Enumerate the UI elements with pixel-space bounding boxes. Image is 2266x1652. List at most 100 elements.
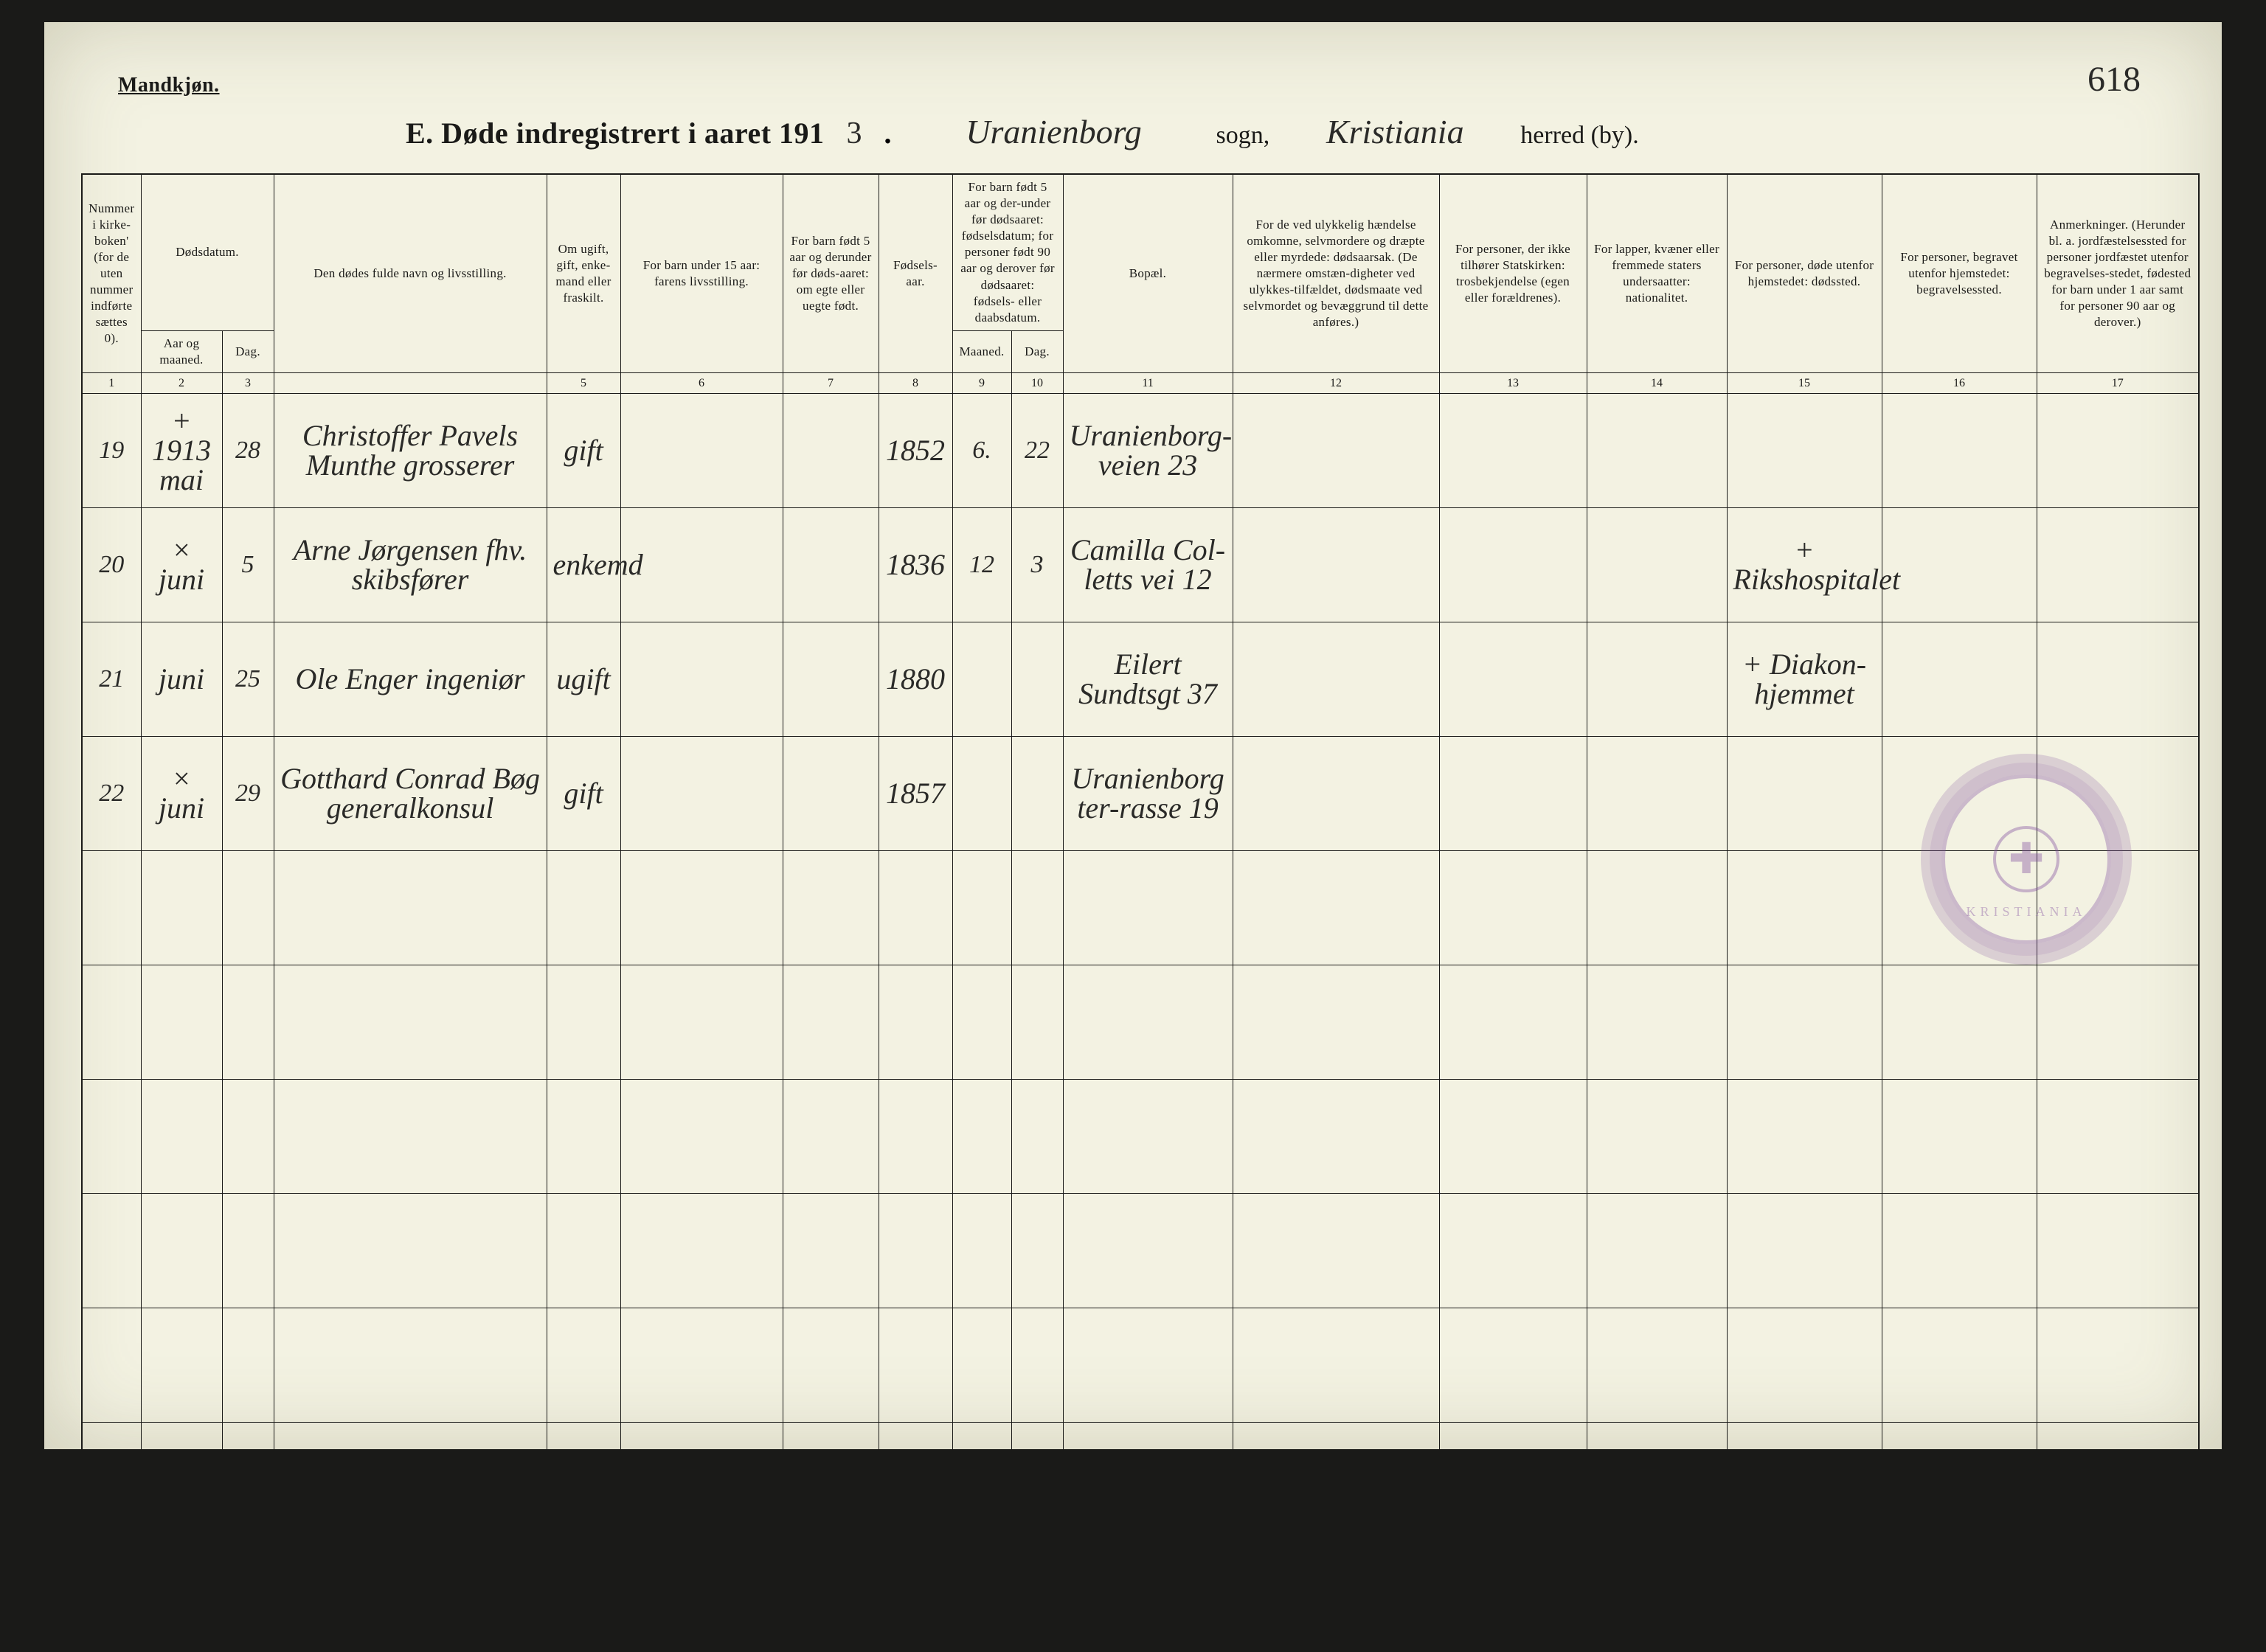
table-row-empty [82,1308,2199,1423]
cell-empty [547,851,620,965]
cell-c13 [1439,622,1587,737]
cell-empty [620,1080,783,1194]
cell-year: 1836 [879,508,952,622]
colnum-3: 3 [222,373,274,394]
cell-c7 [783,508,879,622]
cell-empty [82,1194,141,1308]
cell-empty [1587,851,1727,965]
cell-empty [222,851,274,965]
col-9b-header: Dag. [1011,330,1063,372]
cell-d: 3 [1011,508,1063,622]
cell-empty [1063,1308,1233,1423]
sogn-label: sogn, [1216,122,1270,150]
col-7-header: For barn født 5 aar og derunder før døds… [783,174,879,373]
col-17-header: Anmerkninger. (Herunder bl. a. jordfæste… [2037,174,2199,373]
cell-status: ugift [547,622,620,737]
cell-empty [1727,965,1882,1080]
cell-c6 [620,737,783,851]
cell-empty [1063,1423,1233,1537]
colnum-5: 5 [547,373,620,394]
cell-m: 6. [952,394,1011,508]
herred-label: herred (by). [1520,122,1638,150]
cell-empty [1063,965,1233,1080]
cell-m [952,622,1011,737]
ledger-page: 618 Mandkjøn. E. Døde indregistrert i aa… [44,22,2222,1449]
cell-c16 [1882,508,2037,622]
cell-num: 20 [82,508,141,622]
cell-bopael: Uranienborg-veien 23 [1063,394,1233,508]
colnum-17: 17 [2037,373,2199,394]
cell-c17 [2037,394,2199,508]
cell-empty [82,1423,141,1537]
cell-empty [1882,965,2037,1080]
cell-d [1011,622,1063,737]
cell-empty [82,965,141,1080]
colnum-15: 15 [1727,373,1882,394]
cell-empty [1727,1080,1882,1194]
cell-empty [1439,1537,1587,1651]
col-14-header: For lapper, kvæner eller fremmede stater… [1587,174,1727,373]
colnum-7: 7 [783,373,879,394]
col-4-header: Den dødes fulde navn og livsstilling. [274,174,547,373]
cell-empty [879,1194,952,1308]
cell-empty [222,1308,274,1423]
cell-empty [547,1308,620,1423]
cell-name: Gotthard Conrad Bøg generalkonsul [274,737,547,851]
cell-empty [1727,851,1882,965]
cell-empty [1587,1308,1727,1423]
gender-label: Mandkjøn. [118,74,220,97]
colnum-6: 6 [620,373,783,394]
ledger-head: Nummer i kirke-boken' (for de uten numme… [82,174,2199,394]
cell-empty [1233,1194,1439,1308]
colnum-9: 9 [952,373,1011,394]
cell-bopael: Camilla Col-letts vei 12 [1063,508,1233,622]
cell-empty [1063,1537,1233,1651]
cell-empty [879,1537,952,1651]
cell-status: enkemd [547,508,620,622]
col-6-header: For barn under 15 aar: farens livsstilli… [620,174,783,373]
cell-empty [274,965,547,1080]
cell-empty [1727,1423,1882,1537]
cell-empty [82,851,141,965]
cell-num: 21 [82,622,141,737]
cell-empty [1439,1080,1587,1194]
cell-empty [952,851,1011,965]
cell-empty [783,1308,879,1423]
cell-empty [141,1194,222,1308]
table-row: 21juni25Ole Enger ingeniørugift1880Eiler… [82,622,2199,737]
ledger-table: Nummer i kirke-boken' (for de uten numme… [81,173,2200,1652]
cell-empty [1882,1194,2037,1308]
cell-d [1011,737,1063,851]
cell-c16 [1882,737,2037,851]
cell-empty [879,1308,952,1423]
cell-c14 [1587,394,1727,508]
colnum-4 [274,373,547,394]
cell-empty [2037,965,2199,1080]
cell-empty [2037,1537,2199,1651]
col-1-header: Nummer i kirke-boken' (for de uten numme… [82,174,141,373]
cell-empty [879,965,952,1080]
cell-year: 1852 [879,394,952,508]
cell-empty [1882,851,2037,965]
cell-month: + 1913 mai [141,394,222,508]
cell-empty [82,1308,141,1423]
table-row: 19+ 1913 mai28Christoffer Pavels Munthe … [82,394,2199,508]
cell-empty [222,1194,274,1308]
cell-month: × juni [141,737,222,851]
table-row-empty [82,965,2199,1080]
cell-c13 [1439,394,1587,508]
table-row: 20× juni5Arne Jørgensen fhv. skibsførere… [82,508,2199,622]
cell-day: 28 [222,394,274,508]
district-fill: Kristiania [1292,112,1498,151]
cell-empty [620,965,783,1080]
cell-empty [620,1423,783,1537]
col-5-header: Om ugift, gift, enke-mand eller fraskilt… [547,174,620,373]
cell-empty [547,965,620,1080]
cell-m [952,737,1011,851]
cell-bopael: Uranienborg ter-rasse 19 [1063,737,1233,851]
cell-empty [274,1537,547,1651]
cell-empty [1439,965,1587,1080]
cell-empty [1587,1080,1727,1194]
cell-empty [1233,1080,1439,1194]
title-prefix: E. Døde indregistrert i aaret 191 [406,116,825,150]
